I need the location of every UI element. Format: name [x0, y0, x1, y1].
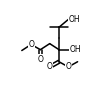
Text: O: O	[65, 62, 71, 71]
Text: O: O	[47, 62, 53, 71]
Text: OH: OH	[70, 45, 82, 54]
Text: O: O	[28, 40, 34, 49]
Text: O: O	[38, 55, 43, 64]
Text: OH: OH	[68, 15, 80, 24]
